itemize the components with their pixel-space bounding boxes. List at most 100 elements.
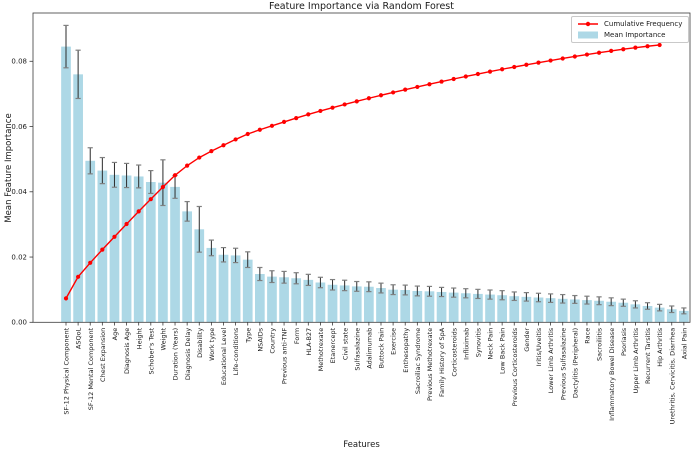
legend-line-marker-icon — [578, 21, 598, 27]
bar — [194, 229, 205, 323]
x-tick-label: Methotrexate — [317, 328, 325, 372]
x-tick-label: SF-12 Mental Component — [87, 327, 95, 410]
bar — [254, 274, 265, 323]
bar — [73, 74, 83, 323]
bar — [303, 279, 314, 323]
x-tick-label: Sulfasalazine — [353, 328, 361, 371]
cumulative-point — [318, 108, 323, 114]
chart-title: Feature Importance via Random Forest — [269, 1, 454, 12]
legend: Cumulative Frequency Mean Importance — [571, 16, 689, 43]
x-tick-label: Previous anti-TNF — [281, 328, 289, 385]
bar — [242, 259, 253, 323]
bar — [400, 290, 411, 323]
x-tick-label: Sacroiliac Syndrome — [414, 328, 422, 394]
cumulative-point — [342, 102, 347, 107]
bar — [145, 182, 156, 323]
bar — [182, 211, 192, 323]
x-tick-label: Infliximab — [462, 328, 470, 360]
x-tick-label: Schober's Test — [147, 327, 155, 374]
cumulative-point — [245, 131, 250, 137]
cumulative-point — [512, 64, 517, 70]
cumulative-point — [487, 69, 493, 74]
x-tick-label: Educational Level — [220, 328, 228, 386]
legend-item-cumulative-frequency: Cumulative Frequency — [577, 20, 684, 28]
x-tick-label: Enthesopathy — [402, 328, 410, 373]
cumulative-point — [233, 137, 238, 142]
x-tick-label: Gender — [523, 327, 531, 351]
legend-patch-icon — [578, 31, 598, 39]
cumulative-point — [657, 42, 662, 48]
x-tick-label: Diagnosis Age — [123, 328, 131, 374]
cumulative-point — [366, 96, 371, 101]
cumulative-point — [633, 45, 638, 50]
cumulative-point — [63, 296, 69, 301]
cumulative-point — [548, 58, 553, 63]
legend-label-mean-importance: Mean Importance — [604, 31, 666, 39]
x-tick-label: Buttock Pain — [378, 328, 386, 369]
cumulative-point — [609, 48, 614, 54]
x-tick-label: Civil state — [341, 328, 349, 360]
bar — [473, 293, 483, 323]
cumulative-point — [294, 115, 299, 121]
cumulative-point — [378, 93, 384, 98]
x-tick-label: Dactylitis (Peripheral) — [571, 328, 579, 398]
bar — [509, 296, 520, 323]
x-tick-label: Work type — [208, 328, 216, 361]
cumulative-point — [148, 197, 153, 202]
bar — [521, 296, 532, 323]
cumulative-point — [354, 99, 359, 104]
bar — [666, 309, 677, 323]
x-tick-label: Iritis/Uveitis — [535, 327, 543, 366]
cumulative-point — [572, 54, 577, 59]
cumulative-point — [76, 274, 81, 279]
x-tick-label: Corticosteroids — [450, 327, 458, 376]
bar — [569, 299, 580, 323]
y-axis-label: Mean Feature Importance — [4, 113, 14, 223]
x-tick-label: HLA-B27 — [305, 328, 313, 356]
bar — [61, 46, 71, 323]
cumulative-point — [197, 155, 202, 160]
cumulative-point — [403, 87, 408, 92]
bar — [557, 298, 568, 323]
cumulative-point — [584, 52, 590, 57]
bar — [460, 293, 471, 323]
cumulative-point — [269, 123, 275, 128]
x-tick-label: NSAIDs — [256, 327, 264, 351]
x-tick-label: Lower Limb Arthritis — [547, 327, 555, 393]
bar — [545, 298, 556, 323]
x-tick-label: Chest Expansion — [99, 328, 107, 382]
cumulative-point — [306, 112, 311, 117]
x-tick-label: Weight — [160, 327, 168, 350]
bar — [364, 286, 374, 323]
x-tick-label: Age — [111, 328, 119, 341]
x-tick-label: ASQoL — [75, 327, 83, 349]
bar — [351, 286, 362, 323]
y-tick-label: 0.02 — [11, 253, 27, 261]
x-tick-label: Race — [584, 328, 592, 344]
plot-frame — [32, 12, 691, 323]
bar — [424, 291, 435, 323]
cumulative-point — [439, 79, 444, 84]
bar — [291, 278, 302, 323]
x-tick-label: Exercise — [390, 328, 398, 355]
x-tick-label: Hip Arthritis — [656, 327, 664, 367]
x-tick-label: Etanercept — [329, 327, 337, 363]
x-tick-label: Disability — [196, 328, 204, 358]
bar — [327, 284, 338, 323]
cumulative-point — [596, 50, 602, 55]
bar — [97, 170, 108, 323]
bar — [339, 285, 350, 323]
x-tick-label: Sacroiliitis — [596, 327, 604, 361]
cumulative-point — [88, 260, 93, 265]
bar — [606, 301, 617, 323]
cumulative-point — [536, 60, 541, 65]
y-tick-label: 0.06 — [11, 123, 27, 131]
cumulative-point — [221, 143, 226, 148]
x-tick-label: Synovitis — [475, 327, 483, 357]
bar — [133, 176, 144, 323]
bar — [448, 292, 459, 323]
x-tick-label: Country — [269, 328, 277, 354]
cumulative-point — [330, 105, 335, 110]
